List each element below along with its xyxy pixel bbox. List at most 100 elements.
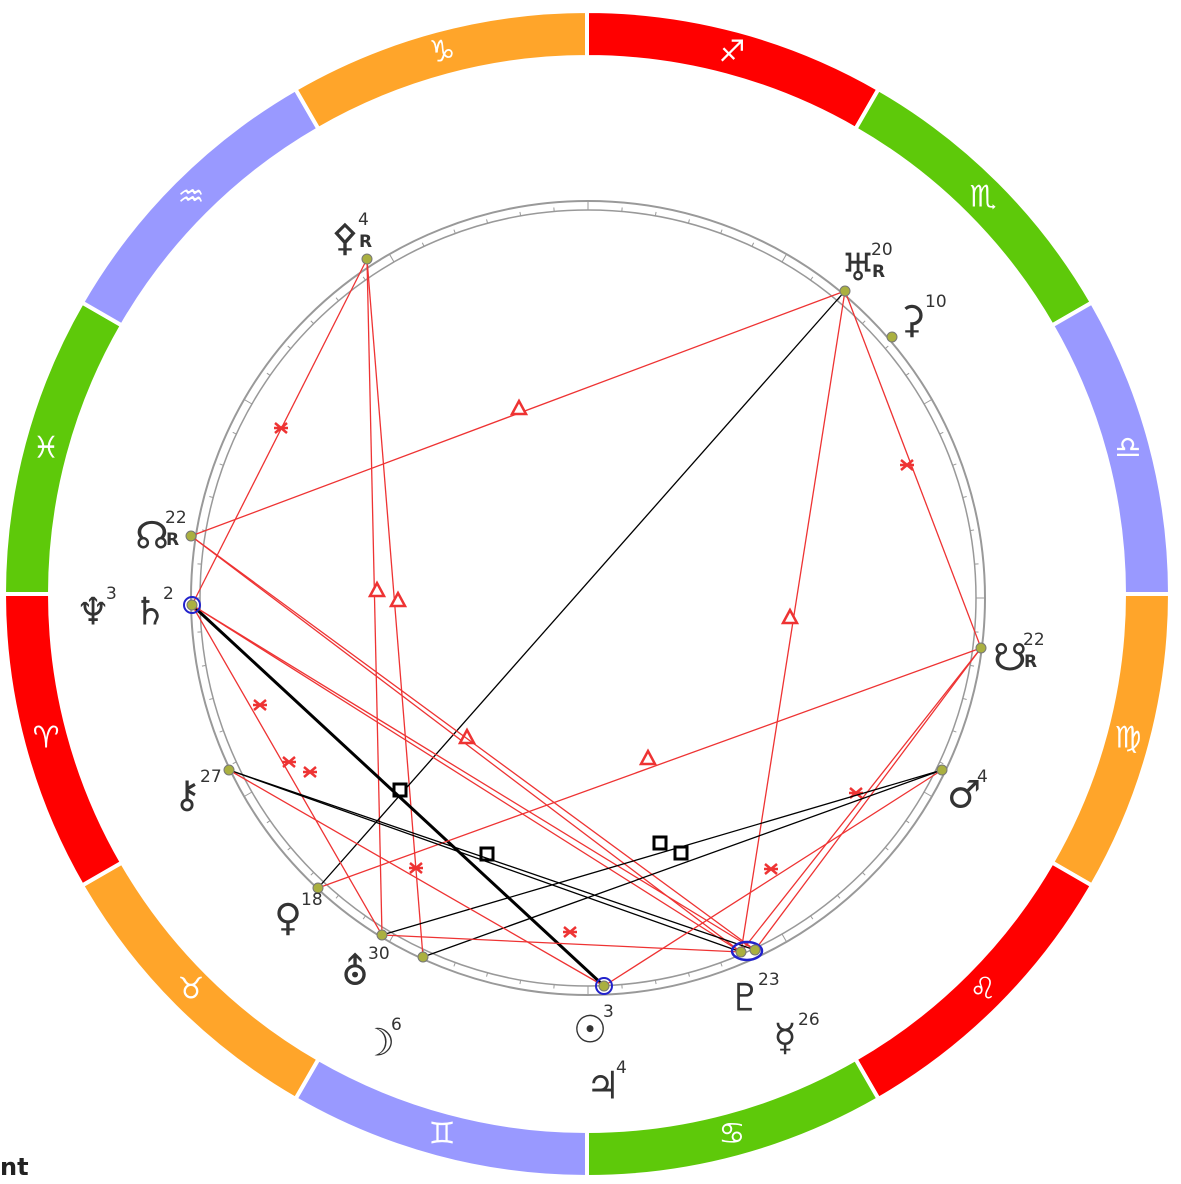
planet-degree: 18 [301, 890, 323, 910]
planet-glyph: ☋ [993, 636, 1027, 680]
planet-dot [418, 952, 428, 962]
planet-degree: 27 [200, 767, 222, 787]
aspect-line [318, 291, 845, 888]
ring-tick [655, 212, 656, 216]
ring-tick [782, 254, 787, 262]
planet-glyph: ♄ [133, 590, 167, 634]
ring-tick [721, 963, 722, 967]
ring-tick [390, 254, 395, 262]
sextile-symbol [274, 423, 288, 433]
ring-tick [520, 980, 521, 984]
ring-tick [288, 847, 291, 850]
sign-glyph: ♑ [429, 35, 456, 70]
square-symbol [654, 837, 666, 849]
ring-tick [244, 792, 252, 797]
ring-tick [953, 464, 957, 465]
trine-symbol [460, 730, 474, 743]
sign-glyph: ♋ [718, 1116, 745, 1151]
planet-glyph: ☊ [135, 514, 169, 558]
planet-degree: 30 [368, 944, 390, 964]
ring-tick [233, 432, 237, 434]
aspect-line [604, 770, 942, 986]
ring-tick [311, 321, 314, 324]
planet-dot [750, 945, 760, 955]
sign-glyph: ♉ [178, 971, 205, 1006]
sign-glyph: ♐ [718, 35, 745, 70]
sextile-symbol [563, 927, 577, 937]
planet-glyph: ♆ [76, 590, 110, 634]
aspect-line [382, 935, 741, 952]
planet-glyph: ♅ [841, 246, 875, 290]
planet-dot [362, 254, 372, 264]
sign-segment [587, 11, 879, 129]
ring-tick [267, 373, 270, 375]
sign-glyph: ♈ [33, 720, 60, 755]
aspect-line [382, 770, 942, 935]
ring-tick [906, 821, 909, 823]
sextile-symbol [253, 700, 267, 710]
ring-tick [220, 731, 224, 732]
ring-tick [862, 872, 865, 875]
ring-tick [963, 698, 967, 699]
planet-degree: 3 [603, 1002, 614, 1022]
sign-glyph: ♏ [970, 180, 997, 215]
aspect-line [191, 536, 755, 950]
ring-tick [837, 895, 840, 898]
planet-degree: 4 [358, 210, 369, 230]
ring-tick [311, 872, 314, 875]
trine-symbol [391, 593, 405, 606]
sign-glyph: ♓ [33, 431, 60, 466]
planet-glyph: ⛢ [341, 950, 369, 994]
ring-tick [454, 230, 455, 234]
retrograde-mark: R [166, 530, 179, 550]
sign-glyph: ♍ [1114, 720, 1141, 755]
ring-tick [885, 346, 888, 349]
planet-glyph: ⚳ [898, 298, 926, 342]
ring-tick [752, 243, 754, 247]
ring-tick [924, 400, 932, 405]
planet-glyph: ♇ [728, 976, 762, 1020]
sextile-symbol [303, 767, 317, 777]
ring-tick [906, 373, 909, 375]
planet-degree: 26 [798, 1010, 820, 1030]
planet-dot [187, 600, 197, 610]
ring-tick [811, 277, 813, 280]
planet-glyph: ⚷ [173, 773, 201, 817]
planet-dot [186, 531, 196, 541]
planet-dot [377, 930, 387, 940]
planet-dot [224, 765, 234, 775]
ring-tick [970, 665, 974, 666]
planet-degree: 10 [925, 292, 947, 312]
ring-tick [220, 464, 224, 465]
ring-tick [721, 230, 722, 234]
sextile-symbol [900, 460, 914, 470]
ring-tick [336, 895, 339, 898]
planet-degree: 22 [1023, 630, 1045, 650]
planet-degree: 2 [163, 584, 174, 604]
ring-tick [336, 298, 339, 301]
outer-ring [191, 201, 985, 995]
ring-tick [940, 432, 944, 434]
ring-tick [862, 321, 865, 324]
planet-glyph: ♂ [947, 773, 981, 817]
ring-tick [209, 698, 213, 699]
ring-tick [487, 973, 488, 977]
ring-tick [267, 821, 270, 823]
sign-glyph: ♌ [970, 971, 997, 1006]
planet-dot [887, 332, 897, 342]
sign-glyph: ♒ [178, 180, 205, 215]
ring-tick [688, 219, 689, 223]
planet-degree: 4 [616, 1058, 627, 1078]
sign-segment [4, 303, 122, 595]
ring-tick [244, 400, 252, 405]
aspect-line [741, 648, 981, 952]
planet-glyph: ☽ [361, 1021, 395, 1065]
ring-tick [885, 847, 888, 850]
planet-glyph: ♃ [586, 1064, 620, 1108]
ring-tick [422, 243, 424, 247]
planet-glyph: ☉ [573, 1008, 607, 1052]
retrograde-mark: R [359, 232, 372, 252]
sextile-symbol [764, 864, 778, 874]
trine-symbol [641, 751, 655, 764]
